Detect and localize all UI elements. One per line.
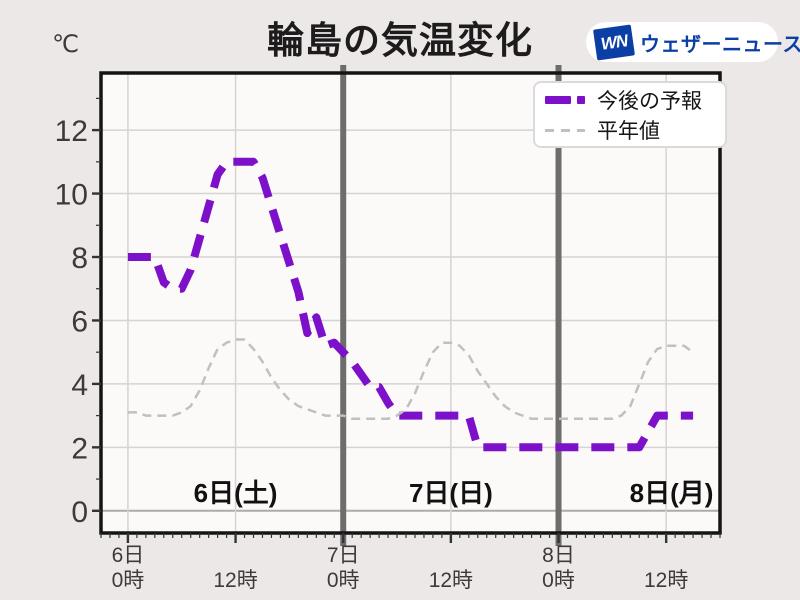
y-tick-label: 10 bbox=[55, 179, 88, 212]
page-title: 輪島の気温変化 bbox=[267, 20, 533, 61]
x-tick-time-label: 12時 bbox=[644, 569, 688, 592]
y-tick-label: 8 bbox=[71, 242, 88, 275]
series-forecast bbox=[127, 157, 694, 452]
y-tick-label: 0 bbox=[71, 496, 88, 529]
brand-logo: WN ウェザーニュース bbox=[586, 22, 800, 62]
legend-label-normal: 平年値 bbox=[597, 120, 660, 143]
brand-logo-text: ウェザーニュース bbox=[640, 33, 800, 56]
normal-line-swatch-icon bbox=[545, 128, 585, 132]
legend-item-forecast: 今後の予報 bbox=[545, 85, 715, 115]
y-tick-label: 2 bbox=[71, 432, 88, 465]
day-label: 7日(日) bbox=[409, 478, 493, 508]
chart-frame bbox=[99, 71, 722, 535]
x-tick-time-label: 12時 bbox=[213, 569, 257, 592]
x-tick-day-label: 8日 bbox=[542, 544, 575, 567]
forecast-line-swatch-icon bbox=[545, 96, 585, 104]
y-tick-label: 4 bbox=[71, 369, 88, 402]
x-tick-time-label: 12時 bbox=[429, 569, 473, 592]
x-tick-time-label: 0時 bbox=[542, 569, 575, 592]
y-tick-label: 12 bbox=[55, 115, 88, 148]
x-tick-day-label: 7日 bbox=[327, 544, 360, 567]
plot-area bbox=[101, 73, 720, 533]
day-label: 6日(土) bbox=[194, 478, 278, 508]
y-tick-label: 6 bbox=[71, 305, 88, 338]
chart-legend: 今後の予報 平年値 bbox=[533, 81, 727, 148]
y-axis-unit-label: ℃ bbox=[52, 31, 79, 58]
x-tick-time-label: 0時 bbox=[327, 569, 360, 592]
x-tick-day-label: 6日 bbox=[112, 544, 145, 567]
day-label: 8日(月) bbox=[630, 478, 714, 508]
series-normal bbox=[127, 338, 694, 421]
x-tick-time-label: 0時 bbox=[112, 569, 145, 592]
legend-label-forecast: 今後の予報 bbox=[597, 90, 702, 113]
legend-item-normal: 平年値 bbox=[545, 115, 715, 145]
